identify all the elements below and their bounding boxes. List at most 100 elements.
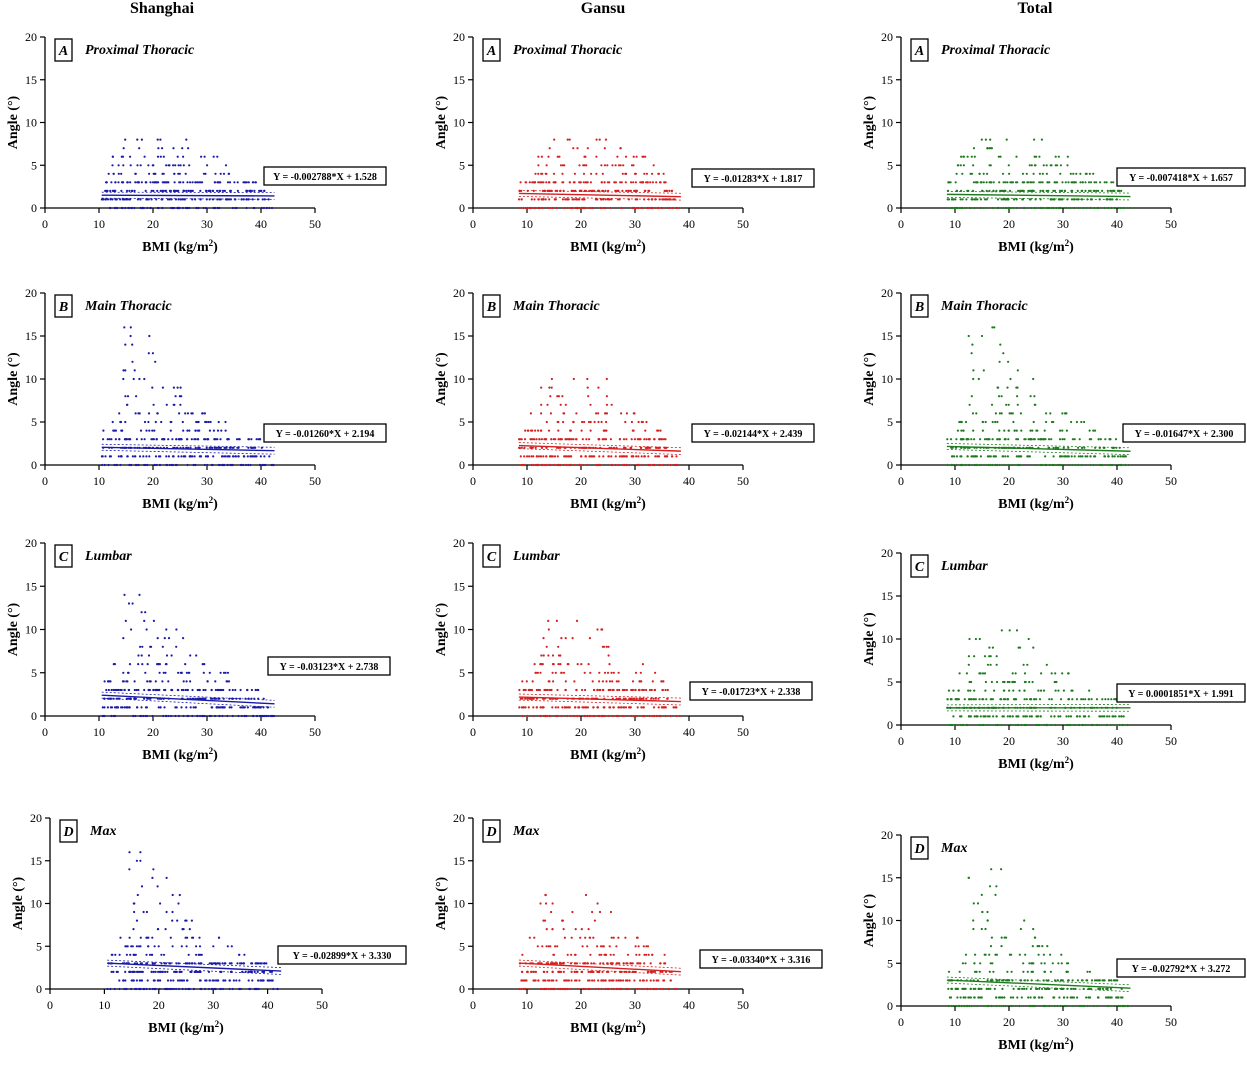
data-point <box>639 181 642 184</box>
data-point <box>959 723 962 727</box>
data-point <box>550 386 553 389</box>
data-point <box>530 697 534 700</box>
data-point <box>557 706 560 709</box>
data-point <box>973 155 976 158</box>
data-point <box>145 628 148 631</box>
data-point <box>253 706 256 709</box>
confidence-band-lower <box>518 699 681 706</box>
data-point <box>139 429 143 432</box>
data-point <box>1076 189 1079 192</box>
data-point <box>1063 438 1066 441</box>
data-point <box>576 663 579 666</box>
data-point <box>519 455 522 458</box>
data-point <box>542 706 545 709</box>
data-point <box>552 172 556 175</box>
data-point <box>948 996 952 999</box>
data-point <box>162 953 166 956</box>
data-point <box>1088 970 1091 973</box>
data-point <box>241 970 244 974</box>
data-point <box>659 962 662 965</box>
data-point <box>1027 189 1030 192</box>
data-point <box>556 155 559 158</box>
data-point <box>650 206 654 210</box>
data-point <box>1041 987 1044 991</box>
data-point <box>606 198 610 201</box>
data-point <box>109 706 112 709</box>
data-point <box>121 680 125 683</box>
data-point <box>967 334 970 338</box>
data-point <box>259 438 262 441</box>
data-point <box>142 455 145 458</box>
data-point <box>555 979 558 982</box>
data-point <box>605 377 608 381</box>
data-point <box>575 438 578 441</box>
data-point <box>180 395 183 398</box>
data-point <box>1028 962 1031 965</box>
data-point <box>212 962 215 965</box>
x-tick-label: 20 <box>575 998 587 1012</box>
x-axis-label-tail: ) <box>213 240 218 255</box>
data-point <box>175 628 178 631</box>
data-point <box>1005 403 1008 406</box>
data-point <box>581 198 584 201</box>
data-point <box>1098 463 1101 467</box>
data-point <box>1007 463 1010 467</box>
data-point <box>552 962 556 965</box>
data-point <box>996 438 999 441</box>
data-point <box>557 438 560 441</box>
regression-equation: Y = -0.01260*X + 2.194 <box>276 429 375 440</box>
data-point <box>201 663 204 666</box>
data-point <box>578 164 581 167</box>
data-point <box>547 987 551 991</box>
data-point <box>559 654 562 657</box>
data-point <box>526 429 530 432</box>
panel-title: Lumbar <box>940 559 988 574</box>
data-point <box>1042 953 1045 956</box>
data-point <box>255 714 259 718</box>
data-point <box>545 172 548 175</box>
y-axis-label: Angle (°) <box>6 352 21 406</box>
data-point <box>204 455 207 458</box>
data-point <box>1050 723 1053 727</box>
data-point <box>1041 206 1044 210</box>
data-point <box>655 979 659 982</box>
data-point <box>641 688 644 692</box>
data-point <box>160 953 163 956</box>
scatter-points <box>946 138 1132 210</box>
data-point <box>1037 996 1040 999</box>
data-point <box>1015 438 1018 441</box>
x-tick-label: 0 <box>470 217 476 231</box>
data-point <box>166 970 169 974</box>
data-point <box>1014 672 1017 675</box>
data-point <box>596 628 599 631</box>
data-point <box>1080 698 1083 701</box>
data-point <box>647 455 650 458</box>
data-point <box>1001 996 1004 999</box>
data-point <box>230 706 233 709</box>
data-point <box>594 987 597 991</box>
x-axis-label-superscript: 2 <box>637 746 642 756</box>
data-point <box>584 206 587 210</box>
data-point <box>131 602 134 605</box>
data-point <box>1060 987 1063 991</box>
data-point <box>175 645 178 648</box>
data-point <box>630 164 634 167</box>
data-point <box>570 979 573 982</box>
data-point <box>583 714 586 718</box>
data-point <box>1084 172 1087 175</box>
data-point <box>1018 1004 1021 1008</box>
data-point <box>536 945 539 948</box>
data-point <box>661 198 664 201</box>
data-point <box>1023 672 1027 675</box>
data-point <box>652 987 655 991</box>
data-point <box>978 698 981 701</box>
data-point <box>1022 962 1025 965</box>
data-point <box>164 189 167 192</box>
data-point <box>1082 698 1085 701</box>
data-point <box>1105 723 1108 727</box>
data-point <box>959 715 962 718</box>
data-point <box>165 910 168 914</box>
data-point <box>1095 1004 1099 1008</box>
data-point <box>552 987 556 991</box>
